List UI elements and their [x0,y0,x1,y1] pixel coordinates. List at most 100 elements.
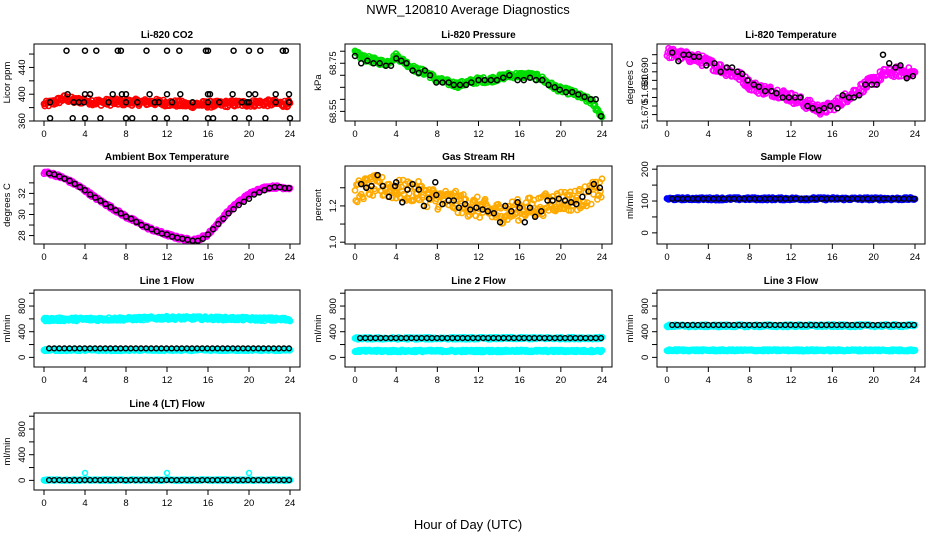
data-point [734,68,741,76]
x-tick-label: 16 [203,375,214,386]
data-point [374,171,381,179]
data-point [56,173,63,180]
data-point [216,99,223,106]
y-tick-label: 800 [17,421,28,437]
y-tick-label: 0 [328,355,339,360]
data-point [409,67,416,74]
y-tick-label: 51.680 [640,74,651,103]
series-average-mid [46,99,293,106]
series-average [45,477,293,484]
data-point [215,220,222,228]
data-point [230,205,237,213]
data-point [562,88,570,96]
x-tick-label: 12 [162,375,173,386]
x-tick-label: 12 [473,129,484,140]
data-point [69,115,76,121]
y-tick-label: 51.670 [640,100,651,129]
x-tick-label: 4 [82,375,87,386]
data-point [245,195,253,202]
x-tick-label: 24 [285,252,296,263]
y-axis-label: percent [313,189,324,221]
data-point [225,210,232,217]
y-tick-label: 28 [17,230,28,241]
data-point [685,51,692,58]
series-average [45,170,293,244]
data-point [423,203,431,211]
data-point [122,90,130,98]
series-raw-low [663,346,919,355]
data-point [711,60,718,67]
x-tick-label: 12 [162,498,173,509]
data-point [204,231,212,238]
data-point [51,171,58,178]
x-tick-label: 4 [394,252,399,263]
data-point [272,99,279,106]
series-average-top [63,47,290,54]
data-point [850,94,858,101]
data-point [473,204,480,211]
plot-marks [351,171,606,227]
data-point [516,204,523,211]
x-tick-label: 0 [41,129,46,140]
data-point [151,99,158,106]
data-point [468,79,475,86]
data-point [64,90,71,98]
data-point [194,237,202,244]
data-point [168,99,176,106]
data-point [487,76,495,84]
x-tick-label: 20 [868,375,879,386]
data-point [231,115,238,121]
data-point [235,201,243,209]
data-point [862,81,869,88]
x-tick-label: 4 [394,375,399,386]
x-tick-label: 12 [162,252,173,263]
data-point [76,183,84,191]
data-point [910,321,918,329]
data-point [493,76,501,84]
y-tick-label: 30 [17,209,28,220]
panel-title: Ambient Box Temperature [105,152,230,163]
data-point [484,208,492,215]
x-tick-label: 0 [664,252,669,263]
data-point [385,193,393,201]
data-point [598,175,606,183]
data-point [506,72,513,79]
data-point [597,193,605,201]
x-tick-label: 8 [747,252,752,263]
data-point [163,47,171,54]
y-axis-label: Licor ppm [2,62,13,104]
data-point [420,202,428,210]
data-point [728,64,736,71]
data-point [473,193,481,201]
data-point [286,317,294,325]
x-tick-label: 0 [352,129,357,140]
data-point [909,72,917,80]
data-point [703,62,710,69]
data-point [279,47,287,54]
x-tick-label: 4 [706,375,711,386]
data-point [585,188,592,195]
data-point [855,92,863,99]
series-average [669,195,918,202]
x-tick-label: 20 [868,129,879,140]
data-point [514,76,521,84]
data-point [118,90,126,98]
data-point [476,214,484,221]
y-axis-label: ml/min [313,315,324,343]
data-point [717,68,724,76]
data-point [229,90,236,98]
data-point [897,62,904,69]
data-point [392,179,400,186]
data-point [403,60,410,67]
series-raw [663,44,919,118]
data-point [204,47,212,54]
x-tick-label: 12 [786,252,797,263]
data-point [590,180,598,188]
data-point [127,215,135,222]
data-point [744,77,751,84]
data-point [379,182,387,190]
